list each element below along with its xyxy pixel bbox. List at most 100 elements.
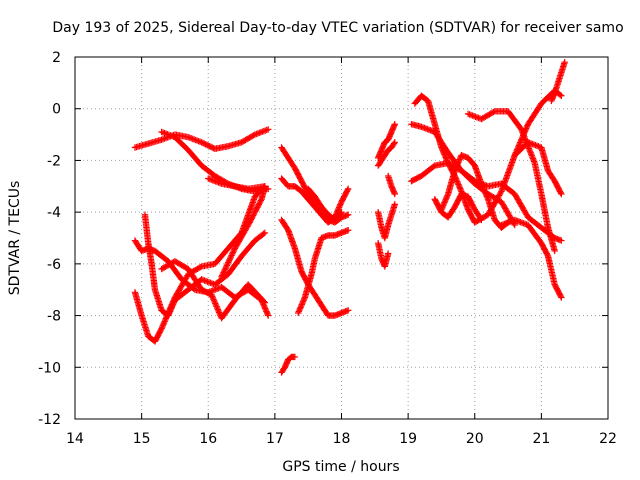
data-point bbox=[167, 306, 174, 314]
data-point bbox=[557, 189, 564, 196]
data-point bbox=[159, 322, 167, 329]
data-point bbox=[453, 163, 460, 170]
data-point bbox=[219, 272, 226, 279]
data-point bbox=[444, 192, 451, 199]
data-point bbox=[261, 183, 269, 190]
data-point bbox=[456, 156, 463, 163]
x-tick-label: 20 bbox=[466, 431, 484, 447]
x-tick-label: 22 bbox=[599, 431, 617, 447]
data-point bbox=[265, 312, 272, 319]
data-point bbox=[160, 319, 168, 327]
series-arc17 bbox=[374, 201, 398, 242]
data-point bbox=[337, 201, 344, 208]
data-point bbox=[219, 270, 227, 278]
data-point bbox=[558, 92, 565, 99]
data-point bbox=[453, 178, 461, 185]
data-point bbox=[438, 144, 445, 151]
series-arc16 bbox=[374, 139, 398, 169]
data-point bbox=[335, 205, 342, 213]
data-point bbox=[481, 188, 489, 196]
series-arc14 bbox=[304, 185, 345, 224]
data-point bbox=[260, 298, 268, 305]
data-point bbox=[454, 179, 461, 187]
data-point bbox=[439, 147, 446, 154]
data-point bbox=[298, 302, 305, 310]
data-point bbox=[161, 318, 168, 325]
data-point bbox=[440, 148, 447, 155]
data-point bbox=[210, 296, 217, 303]
data-point bbox=[215, 309, 223, 316]
data-point bbox=[477, 215, 484, 222]
data-points bbox=[131, 58, 568, 376]
data-point bbox=[299, 298, 307, 305]
x-axis-label: GPS time / hours bbox=[282, 459, 399, 475]
data-point bbox=[231, 246, 238, 253]
data-point bbox=[391, 201, 398, 208]
data-point bbox=[209, 294, 217, 301]
data-point bbox=[457, 185, 464, 192]
data-point bbox=[443, 193, 451, 201]
data-point bbox=[159, 323, 166, 331]
data-point bbox=[227, 255, 234, 262]
plot-frame bbox=[74, 56, 609, 420]
data-point bbox=[490, 108, 497, 116]
data-point bbox=[442, 154, 449, 161]
data-point bbox=[213, 303, 220, 310]
data-point bbox=[484, 194, 491, 202]
series-arc07 bbox=[218, 183, 269, 280]
y-tick-label: -10 bbox=[38, 360, 61, 376]
series-arc11 bbox=[278, 216, 352, 319]
tick-labels: 14 15 16 17 18 19 20 21 22 -12 -10 -8 -6 -4 -2 0 2 bbox=[38, 50, 617, 447]
data-point bbox=[337, 210, 344, 217]
data-point bbox=[222, 265, 229, 272]
data-point bbox=[523, 125, 530, 132]
data-point bbox=[166, 308, 174, 315]
data-point bbox=[221, 267, 228, 275]
data-point bbox=[455, 157, 463, 165]
data-point bbox=[301, 295, 308, 303]
data-point bbox=[230, 247, 237, 255]
data-point bbox=[225, 259, 232, 266]
x-tick-label: 19 bbox=[399, 431, 417, 447]
y-tick-label: -6 bbox=[47, 257, 61, 273]
data-point bbox=[483, 191, 490, 199]
data-point bbox=[478, 181, 486, 189]
data-point bbox=[291, 353, 299, 361]
data-point bbox=[220, 269, 227, 276]
x-tick-label: 15 bbox=[133, 431, 151, 447]
data-point bbox=[160, 321, 167, 328]
data-point bbox=[497, 189, 504, 197]
data-point bbox=[261, 305, 269, 312]
data-point bbox=[344, 186, 351, 194]
series-arc12 bbox=[294, 227, 352, 317]
data-point bbox=[344, 211, 352, 218]
data-point bbox=[442, 196, 449, 203]
data-point bbox=[260, 230, 267, 237]
data-point bbox=[441, 197, 449, 205]
data-point bbox=[478, 180, 485, 187]
data-point bbox=[170, 299, 177, 307]
data-point bbox=[216, 310, 223, 317]
data-point bbox=[391, 139, 398, 146]
y-tick-label: 0 bbox=[52, 102, 61, 118]
data-point bbox=[212, 300, 219, 307]
data-point bbox=[483, 193, 491, 200]
data-point bbox=[226, 256, 233, 263]
data-point bbox=[440, 200, 448, 208]
series-arc08 bbox=[205, 175, 269, 193]
series-arc20 bbox=[408, 121, 565, 244]
data-point bbox=[452, 164, 460, 172]
data-point bbox=[454, 160, 461, 167]
data-point bbox=[452, 166, 459, 173]
data-point bbox=[224, 260, 231, 268]
data-point bbox=[558, 190, 565, 198]
data-point bbox=[456, 184, 463, 191]
data-point bbox=[211, 298, 218, 306]
data-point bbox=[294, 309, 302, 317]
chart-title: Day 193 of 2025, Sidereal Day-to-day VTE… bbox=[52, 20, 623, 36]
data-point bbox=[265, 126, 272, 133]
x-tick-label: 18 bbox=[333, 431, 351, 447]
data-point bbox=[455, 159, 462, 166]
series-arc28 bbox=[548, 58, 568, 105]
data-point bbox=[215, 307, 222, 315]
